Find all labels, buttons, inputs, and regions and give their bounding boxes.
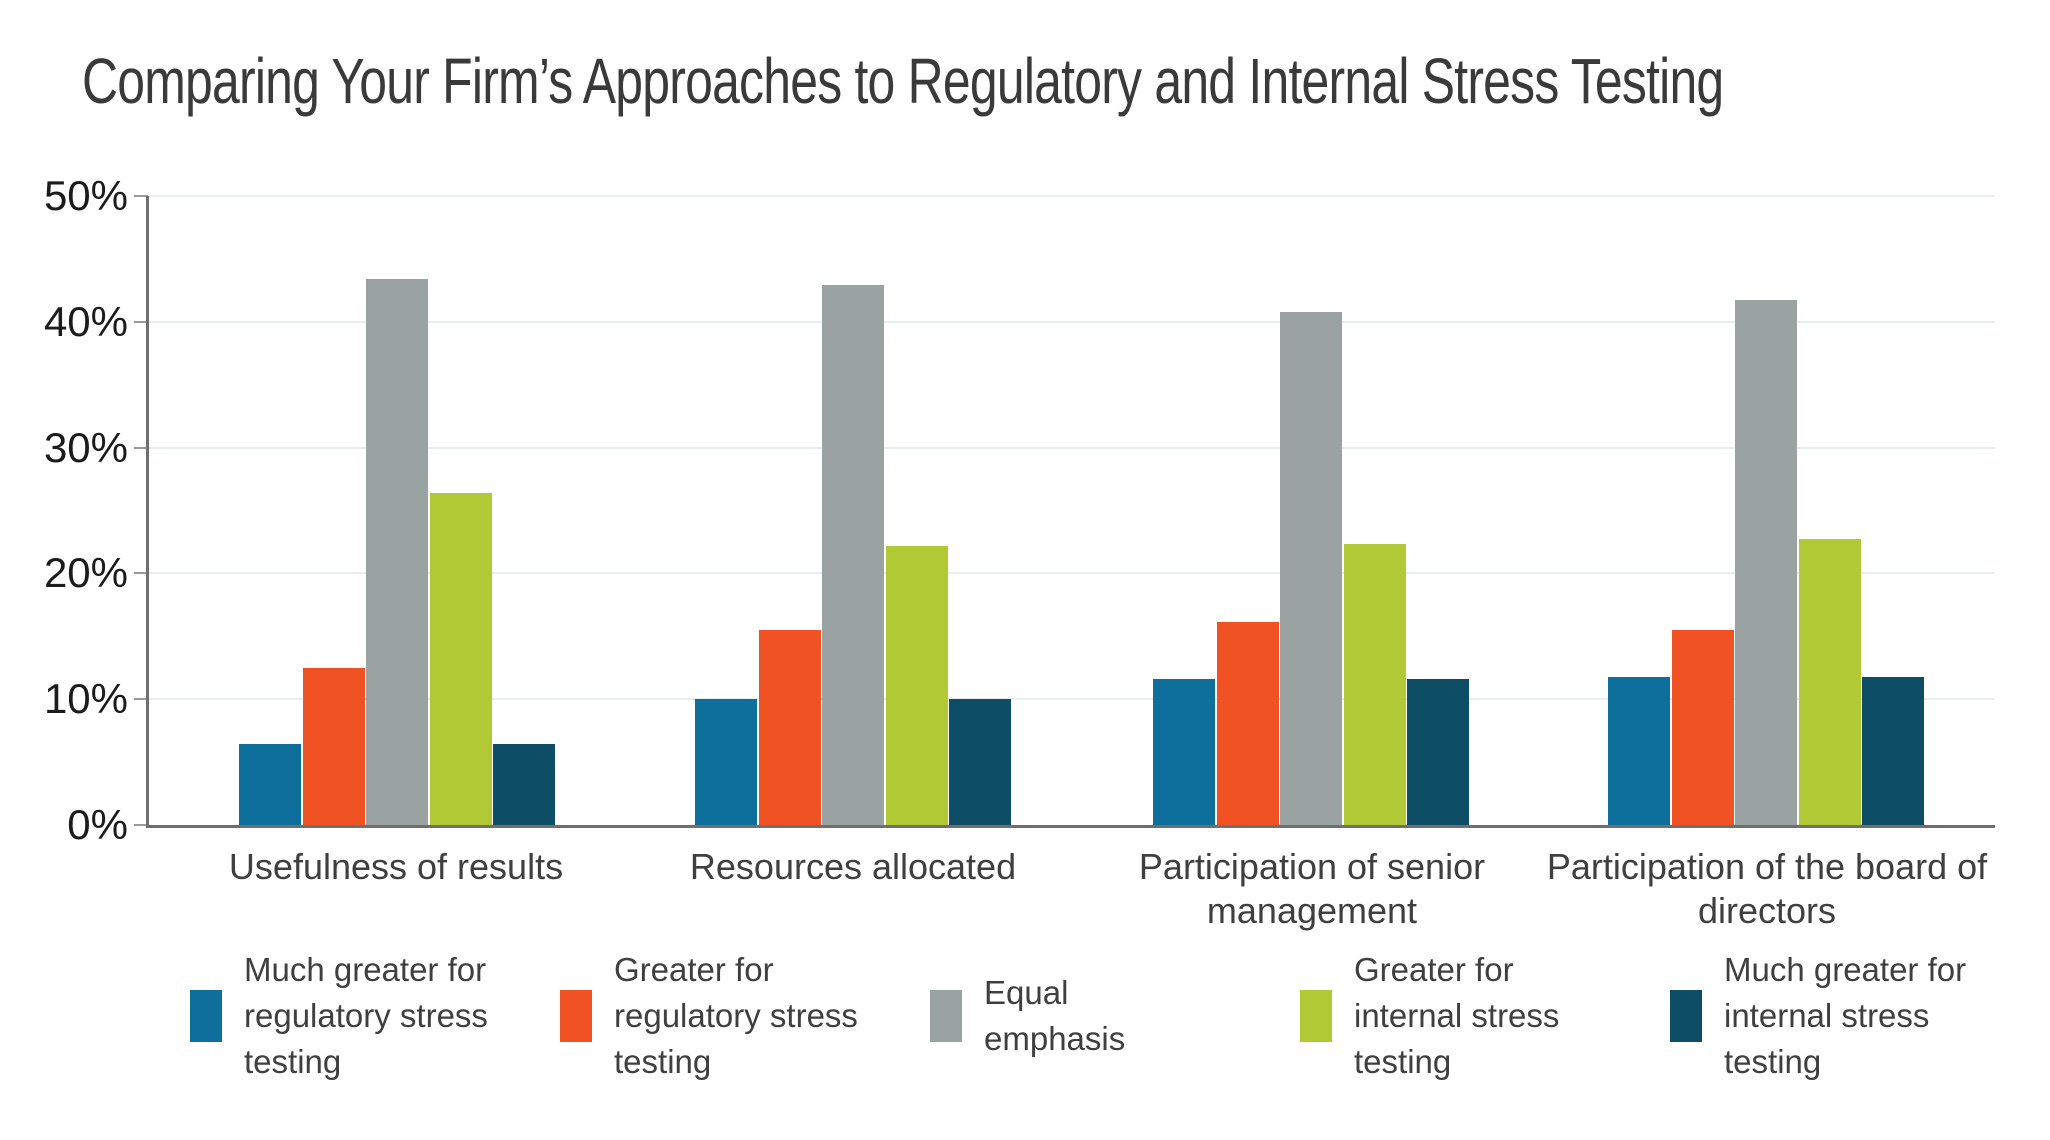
y-axis-tick-label: 50% [43,172,128,219]
y-axis-tick [134,572,148,575]
bar-greater-for-regulatory-stress-testing [1672,630,1734,825]
y-axis-tick [134,446,148,449]
chart-legend: Much greater for regulatory stress testi… [0,0,2050,1080]
legend-item: Greater for internal stress testing [1300,936,1609,1096]
bar-much-greater-for-internal-stress-testing [1407,679,1469,825]
legend-swatch [1300,990,1332,1042]
bar-much-greater-for-regulatory-stress-testing [1608,677,1670,825]
bar-greater-for-regulatory-stress-testing [303,668,365,825]
bar-greater-for-regulatory-stress-testing [1217,622,1279,825]
bar-much-greater-for-internal-stress-testing [1862,677,1924,825]
bar-greater-for-internal-stress-testing [1799,539,1861,825]
bar-greater-for-internal-stress-testing [1344,544,1406,825]
legend-swatch [560,990,592,1042]
bar-equal-emphasis [366,279,428,825]
y-axis-tick-label: 40% [43,297,128,345]
y-axis-line [146,196,149,828]
legend-label: Much greater for regulatory stress testi… [244,951,488,1080]
x-axis-line [146,825,1995,828]
category-label: Resources allocated [603,845,1103,889]
bar-equal-emphasis [1735,300,1797,825]
legend-swatch [930,990,962,1042]
legend-label: Greater for internal stress testing [1354,951,1560,1080]
bar-much-greater-for-internal-stress-testing [949,699,1011,825]
y-gridline [148,320,1995,323]
legend-swatch [190,990,222,1042]
bar-much-greater-for-regulatory-stress-testing [695,699,757,825]
bar-equal-emphasis [822,285,884,825]
y-axis-tick [134,698,148,701]
bar-greater-for-internal-stress-testing [886,546,948,825]
y-axis-tick [134,320,148,323]
y-gridline [148,446,1995,449]
y-gridline [148,195,1995,197]
category-label-text: Resources allocated [689,846,1017,887]
y-gridline [148,698,1995,701]
legend-item: Greater for regulatory stress testing [560,936,864,1096]
y-axis-tick-label: 10% [43,675,128,723]
bar-greater-for-regulatory-stress-testing [759,630,821,825]
y-axis-tick-label: 30% [43,423,128,471]
bar-much-greater-for-regulatory-stress-testing [1153,679,1215,825]
category-label-text: Participation of senior management [1138,846,1486,931]
y-axis-tick [134,824,148,826]
chart-title: Comparing Your Firm’s Approaches to Regu… [82,45,1724,117]
bar-much-greater-for-regulatory-stress-testing [239,744,301,825]
category-label-text: Usefulness of results [228,846,564,887]
legend-label: Greater for regulatory stress testing [614,951,858,1080]
bar-greater-for-internal-stress-testing [430,493,492,825]
category-label: Participation of senior management [1062,845,1562,933]
category-label: Participation of the board of directors [1517,845,2017,933]
y-axis-tick [134,195,148,197]
legend-item: Much greater for internal stress testing [1670,936,1984,1096]
legend-label: Equal emphasis [984,974,1126,1057]
bar-equal-emphasis [1280,312,1342,825]
legend-label: Much greater for internal stress testing [1724,951,1967,1080]
category-label: Usefulness of results [146,845,646,889]
legend-swatch [1670,990,1702,1042]
legend-item: Equal emphasis [930,936,1134,1096]
legend-item: Much greater for regulatory stress testi… [190,936,514,1096]
y-axis-tick-label: 20% [43,549,128,597]
y-axis-tick-label: 0% [67,801,128,848]
category-label-text: Participation of the board of directors [1546,846,1988,931]
y-gridline [148,572,1995,575]
bar-much-greater-for-internal-stress-testing [493,744,555,825]
